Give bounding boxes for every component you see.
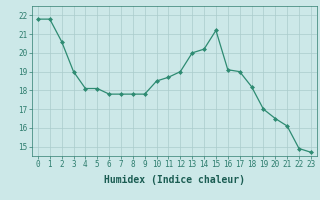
X-axis label: Humidex (Indice chaleur): Humidex (Indice chaleur)	[104, 175, 245, 185]
